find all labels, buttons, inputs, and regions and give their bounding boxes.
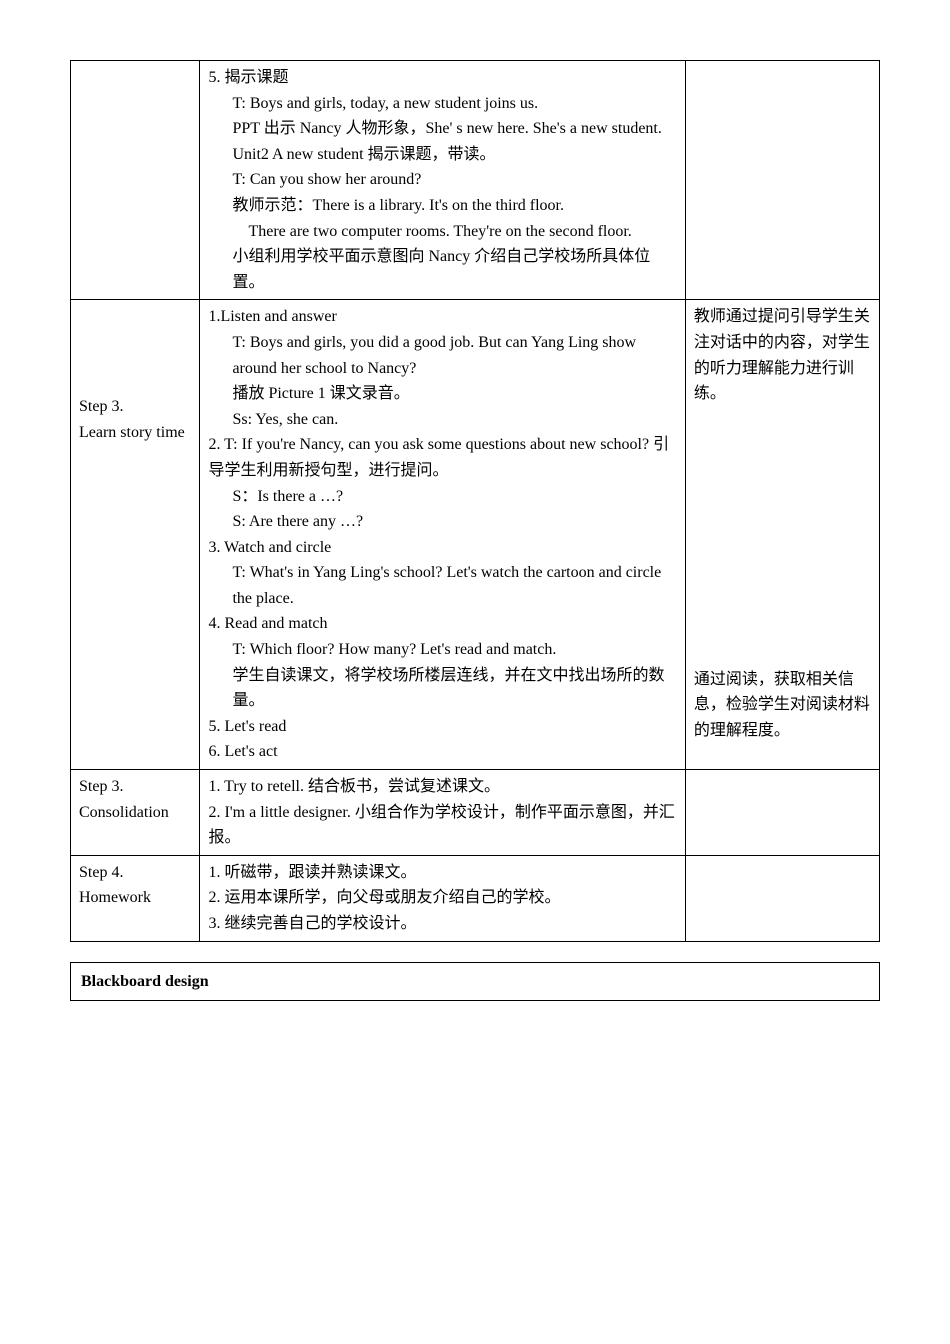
note-line: 通过阅读，获取相关信息，检验学生对阅读材料的理解程度。 (694, 667, 871, 744)
content-line: 1. 听磁带，跟读并熟读课文。 (208, 860, 676, 886)
note-cell (685, 855, 879, 941)
table-row: Blackboard design (71, 962, 880, 1001)
content-line: 2. 运用本课所学，向父母或朋友介绍自己的学校。 (208, 885, 676, 911)
content-line: 2. I'm a little designer. 小组合作为学校设计，制作平面… (208, 800, 676, 851)
step-label: Learn story time (79, 420, 191, 446)
note-cell (685, 61, 879, 300)
note-cell (685, 770, 879, 856)
content-line: T: Can you show her around? (208, 167, 676, 193)
content-line: 1. Try to retell. 结合板书，尝试复述课文。 (208, 774, 676, 800)
table-row: 5. 揭示课题 T: Boys and girls, today, a new … (71, 61, 880, 300)
content-cell: 5. 揭示课题 T: Boys and girls, today, a new … (200, 61, 685, 300)
content-line: 学生自读课文，将学校场所楼层连线，并在文中找出场所的数量。 (208, 663, 676, 714)
step-cell: Step 4. Homework (71, 855, 200, 941)
content-line: S: Are there any …? (208, 509, 676, 535)
table-row: Step 3. Consolidation 1. Try to retell. … (71, 770, 880, 856)
step-cell (71, 61, 200, 300)
content-line: 4. Read and match (208, 611, 676, 637)
step-label: Consolidation (79, 800, 191, 826)
content-line: 小组利用学校平面示意图向 Nancy 介绍自己学校场所具体位置。 (208, 244, 676, 295)
content-line: 1.Listen and answer (208, 304, 676, 330)
content-line: T: Boys and girls, you did a good job. B… (208, 330, 676, 381)
blackboard-design-table: Blackboard design (70, 962, 880, 1002)
content-cell: 1. 听磁带，跟读并熟读课文。 2. 运用本课所学，向父母或朋友介绍自己的学校。… (200, 855, 685, 941)
lesson-plan-table: 5. 揭示课题 T: Boys and girls, today, a new … (70, 60, 880, 942)
content-line: 5. 揭示课题 (208, 65, 676, 91)
content-line: T: What's in Yang Ling's school? Let's w… (208, 560, 676, 611)
content-line: 播放 Picture 1 课文录音。 (208, 381, 676, 407)
step-label: Homework (79, 885, 191, 911)
content-line: 2. T: If you're Nancy, can you ask some … (208, 432, 676, 483)
step-cell: Step 3. Learn story time (71, 300, 200, 770)
step-label: Step 3. (79, 394, 191, 420)
step-label: Step 3. (79, 774, 191, 800)
blackboard-design-cell: Blackboard design (71, 962, 880, 1001)
note-line: 教师通过提问引导学生关注对话中的内容，对学生的听力理解能力进行训练。 (694, 304, 871, 406)
content-line: 3. 继续完善自己的学校设计。 (208, 911, 676, 937)
step-cell: Step 3. Consolidation (71, 770, 200, 856)
content-line: PPT 出示 Nancy 人物形象，She' s new here. She's… (208, 116, 676, 142)
content-line: 教师示范：There is a library. It's on the thi… (208, 193, 676, 219)
content-line: T: Boys and girls, today, a new student … (208, 91, 676, 117)
step-label: Step 4. (79, 860, 191, 886)
content-line: T: Which floor? How many? Let's read and… (208, 637, 676, 663)
content-line: 3. Watch and circle (208, 535, 676, 561)
content-cell: 1. Try to retell. 结合板书，尝试复述课文。 2. I'm a … (200, 770, 685, 856)
content-line: Unit2 A new student 揭示课题，带读。 (208, 142, 676, 168)
table-row: Step 4. Homework 1. 听磁带，跟读并熟读课文。 2. 运用本课… (71, 855, 880, 941)
note-cell: 教师通过提问引导学生关注对话中的内容，对学生的听力理解能力进行训练。 通过阅读，… (685, 300, 879, 770)
content-line: There are two computer rooms. They're on… (208, 219, 676, 245)
table-row: Step 3. Learn story time 1.Listen and an… (71, 300, 880, 770)
content-line: 5. Let's read (208, 714, 676, 740)
content-line: 6. Let's act (208, 739, 676, 765)
content-line: S：Is there a …? (208, 484, 676, 510)
content-cell: 1.Listen and answer T: Boys and girls, y… (200, 300, 685, 770)
content-line: Ss: Yes, she can. (208, 407, 676, 433)
